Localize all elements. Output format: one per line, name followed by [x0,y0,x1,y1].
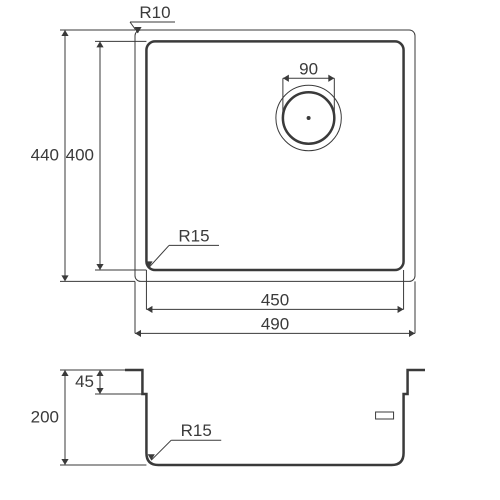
dim-200: 200 [31,408,59,427]
label-r15-top: R15 [178,226,209,245]
dim-drain-90: 90 [299,59,318,78]
sink-section [125,370,425,465]
overflow-slot [376,412,394,419]
label-r10: R10 [139,3,170,22]
dim-440: 440 [31,146,59,165]
dim-45: 45 [75,372,94,391]
label-r15-side: R15 [181,421,212,440]
dim-490: 490 [261,314,289,333]
drain-center [307,116,311,120]
dim-450: 450 [261,290,289,309]
dim-400: 400 [66,146,94,165]
sink-top-outer [135,30,415,281]
